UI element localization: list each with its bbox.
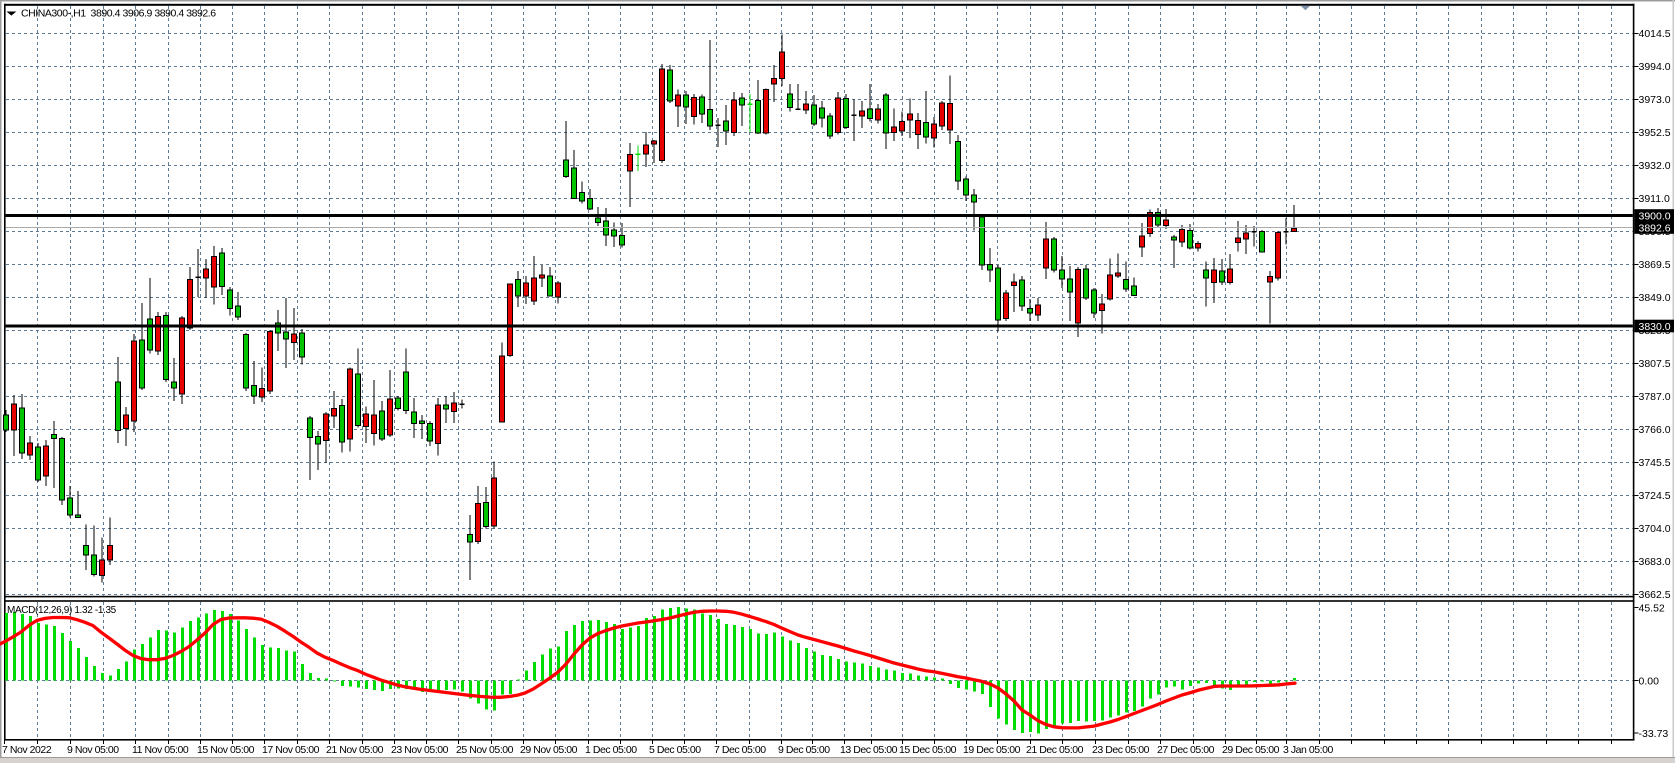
svg-text:3724.5: 3724.5 xyxy=(1639,490,1671,502)
svg-text:19 Dec 05:00: 19 Dec 05:00 xyxy=(963,744,1021,756)
svg-text:7 Nov 2022: 7 Nov 2022 xyxy=(2,744,52,756)
svg-text:25 Nov 05:00: 25 Nov 05:00 xyxy=(456,744,514,756)
svg-text:15 Dec 05:00: 15 Dec 05:00 xyxy=(899,744,957,756)
svg-text:3766.0: 3766.0 xyxy=(1639,424,1671,436)
svg-text:21 Nov 05:00: 21 Nov 05:00 xyxy=(326,744,384,756)
svg-text:3869.5: 3869.5 xyxy=(1639,259,1671,271)
svg-text:3683.0: 3683.0 xyxy=(1639,556,1671,568)
svg-text:23 Dec 05:00: 23 Dec 05:00 xyxy=(1092,744,1150,756)
svg-text:3994.0: 3994.0 xyxy=(1639,61,1671,73)
svg-text:23 Nov 05:00: 23 Nov 05:00 xyxy=(391,744,449,756)
svg-text:3 Jan 05:00: 3 Jan 05:00 xyxy=(1283,744,1334,756)
svg-text:3900.0: 3900.0 xyxy=(1639,210,1671,222)
svg-text:21 Dec 05:00: 21 Dec 05:00 xyxy=(1026,744,1084,756)
svg-text:3932.0: 3932.0 xyxy=(1639,160,1671,172)
svg-text:3911.0: 3911.0 xyxy=(1639,193,1670,205)
svg-text:9 Nov 05:00: 9 Nov 05:00 xyxy=(67,744,119,756)
svg-text:29 Dec 05:00: 29 Dec 05:00 xyxy=(1222,744,1280,756)
svg-text:9 Dec 05:00: 9 Dec 05:00 xyxy=(778,744,830,756)
svg-text:11 Nov 05:00: 11 Nov 05:00 xyxy=(132,744,189,756)
svg-text:MACD(12,26,9) 1.32 -1.35: MACD(12,26,9) 1.32 -1.35 xyxy=(7,605,117,616)
svg-text:3892.6: 3892.6 xyxy=(1639,222,1671,234)
svg-text:3849.0: 3849.0 xyxy=(1639,292,1671,304)
svg-text:3662.5: 3662.5 xyxy=(1639,589,1671,601)
svg-text:15 Nov 05:00: 15 Nov 05:00 xyxy=(197,744,255,756)
svg-text:3787.0: 3787.0 xyxy=(1639,391,1671,403)
svg-text:-33.73: -33.73 xyxy=(1639,728,1669,740)
svg-text:45.52: 45.52 xyxy=(1639,602,1665,614)
svg-text:27 Dec 05:00: 27 Dec 05:00 xyxy=(1157,744,1215,756)
svg-text:3704.0: 3704.0 xyxy=(1639,523,1671,535)
svg-text:3830.0: 3830.0 xyxy=(1639,321,1671,333)
svg-text:3952.5: 3952.5 xyxy=(1639,127,1671,139)
svg-text:17 Nov 05:00: 17 Nov 05:00 xyxy=(262,744,320,756)
svg-text:3973.0: 3973.0 xyxy=(1639,94,1671,106)
svg-text:7 Dec 05:00: 7 Dec 05:00 xyxy=(714,744,766,756)
svg-text:13 Dec 05:00: 13 Dec 05:00 xyxy=(840,744,898,756)
svg-text:0.00: 0.00 xyxy=(1639,675,1660,687)
svg-text:5 Dec 05:00: 5 Dec 05:00 xyxy=(649,744,701,756)
svg-text:CHINA300-,H1 3890.4 3906.9 38: CHINA300-,H1 3890.4 3906.9 3890.4 3892.6 xyxy=(21,8,216,20)
svg-text:4014.5: 4014.5 xyxy=(1639,28,1671,40)
svg-text:29 Nov 05:00: 29 Nov 05:00 xyxy=(520,744,578,756)
svg-text:3745.5: 3745.5 xyxy=(1639,457,1671,469)
svg-text:1 Dec 05:00: 1 Dec 05:00 xyxy=(585,744,637,756)
svg-text:3807.5: 3807.5 xyxy=(1639,358,1671,370)
